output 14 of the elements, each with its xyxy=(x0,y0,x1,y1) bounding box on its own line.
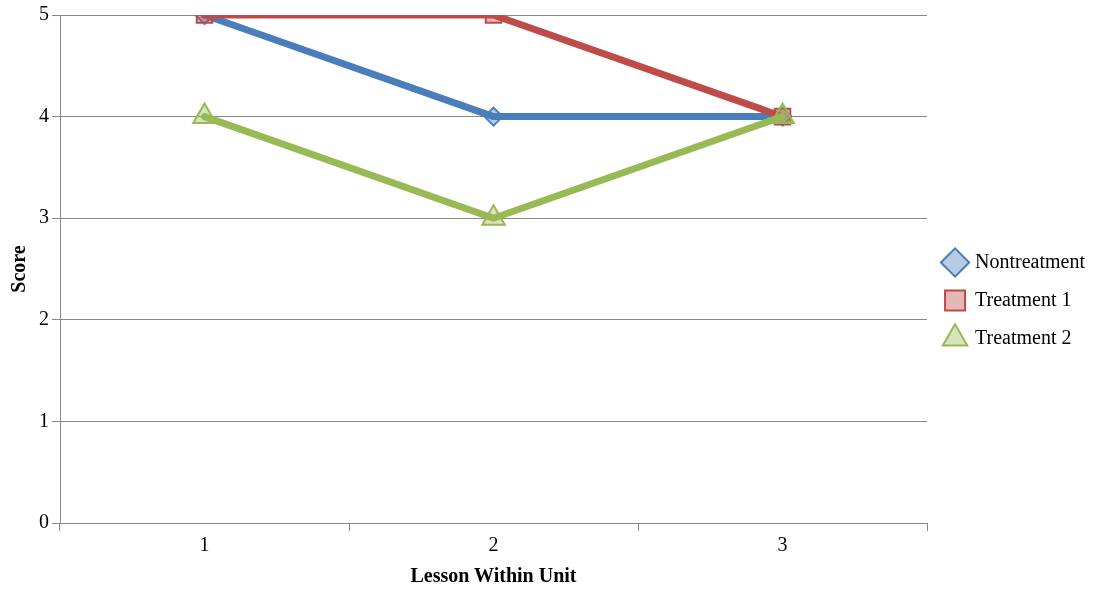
y-tick-label: 3 xyxy=(39,205,49,228)
x-tick-label: 1 xyxy=(199,533,210,556)
x-tick-label: 3 xyxy=(777,533,788,556)
y-tick-label: 1 xyxy=(39,408,49,431)
legend-label: Treatment 2 xyxy=(975,325,1072,348)
x-axis-title: Lesson Within Unit xyxy=(410,564,577,587)
y-tick-label: 0 xyxy=(39,510,49,533)
y-tick-label: 5 xyxy=(39,2,49,25)
y-tick-label: 2 xyxy=(39,307,49,330)
legend-label: Nontreatment xyxy=(975,249,1086,272)
x-tick-label: 2 xyxy=(488,533,499,556)
y-axis-title: Score xyxy=(7,245,30,293)
legend-label: Treatment 1 xyxy=(975,287,1072,310)
y-tick-label: 4 xyxy=(39,103,49,126)
